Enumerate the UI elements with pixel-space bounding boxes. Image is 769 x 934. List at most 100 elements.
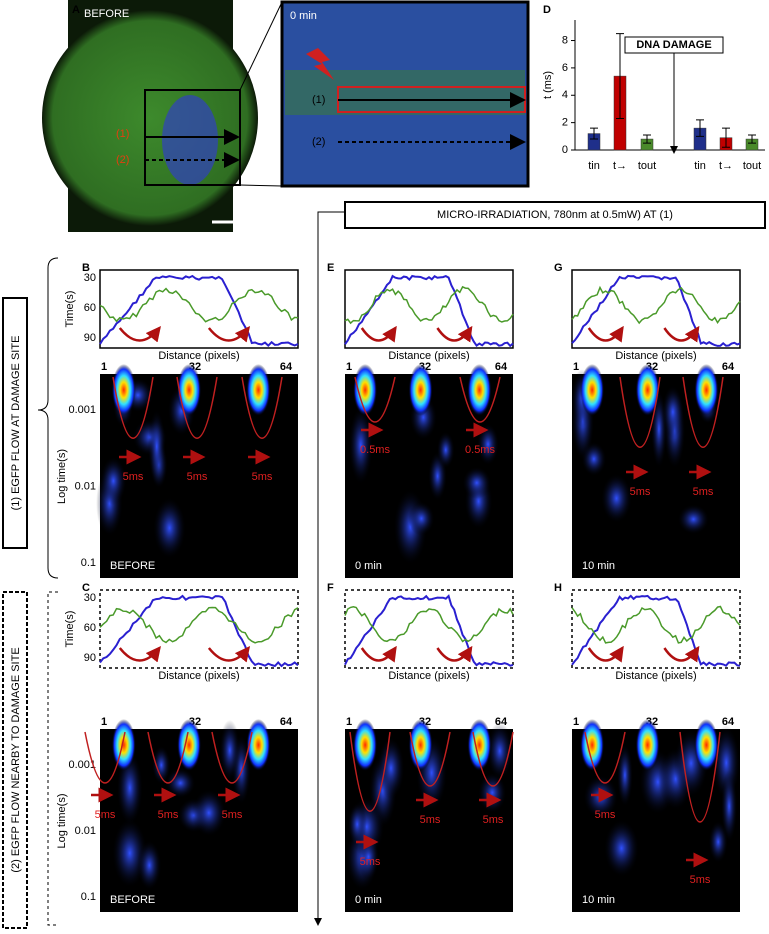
heat-blob: [177, 364, 202, 416]
nucleus: [162, 95, 218, 185]
panel-label: A: [72, 4, 80, 16]
y-tick-label: 0: [562, 144, 568, 156]
flow-arrow: [118, 646, 161, 663]
flow-arrow: [360, 325, 397, 343]
axis-label: Distance (pixels): [615, 670, 696, 682]
error-bar: [590, 127, 598, 140]
y-axis-label: t (ms): [542, 71, 554, 99]
arrow: [314, 211, 345, 926]
profile-box: [571, 589, 741, 669]
panel-label: F: [327, 582, 334, 594]
annotation: DNA DAMAGE: [636, 39, 711, 51]
axis-label: Distance (pixels): [158, 350, 239, 362]
heat-blob: [677, 504, 710, 535]
flow-arc: [84, 731, 126, 784]
flow-arc: [112, 376, 154, 439]
heat-blob: [580, 364, 605, 416]
profile-line: [344, 285, 514, 325]
flow-arc: [354, 376, 396, 423]
row-label-box: [2, 591, 28, 929]
line-label: (1): [116, 128, 129, 140]
annotation: 5ms: [123, 471, 144, 483]
tick-label: 30: [84, 592, 96, 604]
flow-arc: [409, 731, 451, 787]
condition: 0 min: [355, 560, 382, 572]
profile-box: [344, 269, 514, 349]
heat-blob: [377, 736, 405, 800]
tick-label: 0.01: [75, 825, 96, 837]
flow-arc: [584, 731, 626, 784]
tick-label: 1: [573, 716, 579, 728]
heat-blob: [708, 820, 728, 863]
laser-icon: [306, 48, 334, 80]
condition: BEFORE: [110, 894, 155, 906]
heat-blob: [694, 364, 719, 416]
tick-label: 1: [101, 361, 107, 373]
profile-line: [571, 285, 741, 325]
annotation: 5ms: [158, 809, 179, 821]
heat-blob: [191, 789, 227, 837]
flow-arc: [459, 376, 501, 423]
profile-line: [571, 274, 741, 347]
condition: 0 min: [355, 894, 382, 906]
row-label: (1) EGFP FLOW AT DAMAGE SITE: [10, 336, 22, 511]
x-tick-label: tin: [694, 160, 706, 172]
flow-arc: [241, 376, 283, 439]
annotation: 5ms: [630, 486, 651, 498]
heat-blob: [600, 473, 633, 524]
tick-label: 1: [573, 361, 579, 373]
row-label: (2) EGFP FLOW NEARBY TO DAMAGE SITE: [10, 647, 22, 872]
error-bar: [643, 134, 651, 144]
heat-blob: [347, 802, 367, 846]
error-bar: [722, 127, 730, 148]
annotation: 5ms: [187, 471, 208, 483]
flow-arc: [176, 376, 218, 439]
heat-blob: [467, 364, 492, 416]
axis-label: Time(s): [64, 611, 76, 648]
bracket: [37, 257, 59, 579]
heat-blob: [720, 769, 738, 843]
axis-label: Distance (pixels): [388, 350, 469, 362]
heat-blob: [603, 819, 640, 878]
heat-blob: [408, 501, 435, 536]
flow-arc: [349, 731, 391, 812]
heat-blob: [635, 364, 660, 416]
tick-label: 64: [722, 716, 735, 728]
annotation: 5ms: [222, 809, 243, 821]
flow-arc: [619, 376, 661, 448]
x-tick-label: tin: [588, 160, 600, 172]
profile-line: [571, 594, 741, 667]
heat-blob: [219, 719, 241, 781]
tick-label: 60: [84, 302, 96, 314]
tick-label: 0.1: [81, 557, 96, 569]
panel-label: D: [543, 4, 551, 16]
tick-label: 64: [280, 716, 293, 728]
axis-label: Distance (pixels): [158, 670, 239, 682]
flow-arrow: [118, 326, 161, 343]
panel-label: E: [327, 262, 334, 274]
axis-label: Log time(s): [56, 793, 68, 848]
y-tick-label: 4: [562, 89, 568, 101]
heat-blob: [616, 743, 634, 808]
heat-blob: [348, 405, 373, 485]
condition: BEFORE: [110, 560, 155, 572]
heat-blob: [353, 719, 378, 771]
banner-box: [344, 201, 766, 229]
heat-blob: [408, 719, 433, 771]
panel-label: C: [82, 582, 90, 594]
heat-blob: [246, 364, 271, 416]
condition: BEFORE: [84, 8, 129, 20]
profile-line: [99, 274, 299, 347]
line-label: (2): [116, 154, 129, 166]
annotation: 0.5ms: [360, 444, 390, 456]
y-tick-label: 2: [562, 117, 568, 129]
row-label-box: [2, 297, 28, 549]
error-bar: [696, 119, 704, 137]
axis-label: Distance (pixels): [388, 670, 469, 682]
heat-blob: [635, 719, 660, 771]
tick-label: 90: [84, 332, 96, 344]
heat-blob: [353, 364, 378, 416]
flow-arc: [682, 376, 724, 448]
bracket: [47, 591, 58, 926]
